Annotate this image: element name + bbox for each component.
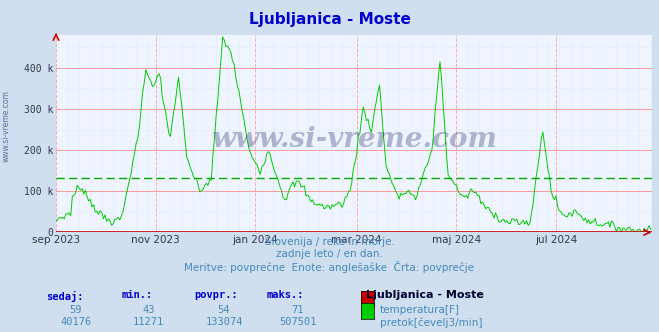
Text: 59: 59 — [70, 305, 82, 315]
Text: 40176: 40176 — [60, 317, 92, 327]
Text: www.si-vreme.com: www.si-vreme.com — [2, 90, 11, 162]
Text: www.si-vreme.com: www.si-vreme.com — [212, 126, 497, 153]
Text: 133074: 133074 — [206, 317, 243, 327]
Text: sedaj:: sedaj: — [46, 290, 84, 301]
Text: min.:: min.: — [122, 290, 153, 300]
Text: 71: 71 — [292, 305, 304, 315]
Text: temperatura[F]: temperatura[F] — [380, 305, 459, 315]
Text: pretok[čevelj3/min]: pretok[čevelj3/min] — [380, 317, 482, 328]
Text: Meritve: povprečne  Enote: anglešaške  Črta: povprečje: Meritve: povprečne Enote: anglešaške Črt… — [185, 261, 474, 273]
Text: zadnje leto / en dan.: zadnje leto / en dan. — [276, 249, 383, 259]
Text: povpr.:: povpr.: — [194, 290, 238, 300]
Text: Ljubljanica - Moste: Ljubljanica - Moste — [366, 290, 484, 300]
Text: Ljubljanica - Moste: Ljubljanica - Moste — [248, 12, 411, 27]
Text: Slovenija / reke in morje.: Slovenija / reke in morje. — [264, 237, 395, 247]
Text: 43: 43 — [142, 305, 154, 315]
Text: 507501: 507501 — [279, 317, 316, 327]
Text: 11271: 11271 — [132, 317, 164, 327]
Text: maks.:: maks.: — [267, 290, 304, 300]
Text: 54: 54 — [218, 305, 230, 315]
